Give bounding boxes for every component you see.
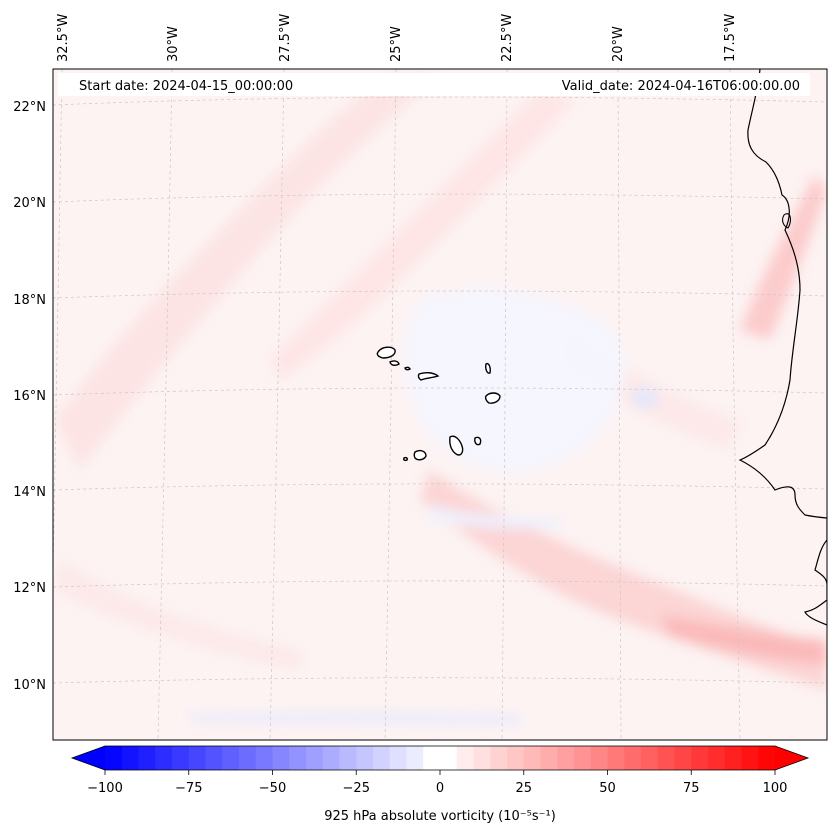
colorbar-tick-label: −100 bbox=[87, 781, 123, 796]
colorbar-cell bbox=[155, 746, 173, 770]
colorbar-cell bbox=[507, 746, 525, 770]
colorbar-cell bbox=[138, 746, 156, 770]
latitude-labels: 22°N 20°N 18°N 16°N 14°N 12°N 10°N bbox=[13, 100, 46, 693]
island-santiago bbox=[449, 435, 464, 456]
colorbar-tick-label: −75 bbox=[175, 781, 202, 796]
map-panel bbox=[53, 69, 827, 740]
colorbar-cell bbox=[590, 746, 609, 770]
colorbar-tick-label: 25 bbox=[515, 781, 532, 796]
colorbar: −100 −75 −50 −25 0 25 50 75 100 925 hPa absolute… bbox=[70, 745, 810, 824]
colorbar-cell bbox=[205, 746, 223, 770]
graticule bbox=[53, 69, 827, 740]
colorbar-cell bbox=[289, 746, 307, 770]
colorbar-cell bbox=[373, 746, 391, 770]
lon-label: 32.5°W bbox=[56, 14, 71, 62]
colorbar-cell bbox=[557, 746, 575, 770]
lon-label: 30°W bbox=[166, 26, 181, 62]
colorbar-cell bbox=[691, 746, 709, 770]
colorbar-tick-label: −50 bbox=[259, 781, 286, 796]
valid-date-label: Valid_date: 2024-04-16T06:00:00.00 bbox=[562, 79, 800, 94]
colorbar-cell bbox=[406, 746, 424, 770]
lat-label: 12°N bbox=[13, 581, 46, 596]
colorbar-tick-label: 50 bbox=[599, 781, 616, 796]
colorbar-max-extend-arrow bbox=[775, 746, 808, 770]
colorbar-cell bbox=[724, 746, 743, 770]
colorbar-ticks: −100 −75 −50 −25 0 25 50 75 100 bbox=[87, 770, 787, 796]
colorbar-cell bbox=[356, 746, 374, 770]
colorbar-tick-label: 0 bbox=[436, 781, 444, 796]
colorbar-tick-label: 75 bbox=[683, 781, 700, 796]
island-boa-vista bbox=[484, 392, 501, 404]
vorticity-field bbox=[55, 75, 827, 724]
colorbar-cell bbox=[239, 746, 257, 770]
island-maio bbox=[474, 436, 482, 446]
colorbar-cell bbox=[473, 746, 491, 770]
colorbar-cell bbox=[188, 746, 207, 770]
colorbar-cell bbox=[255, 746, 274, 770]
lat-label: 16°N bbox=[13, 389, 46, 404]
longitude-labels: 32.5°W 30°W 27.5°W 25°W 22.5°W 20°W 17.5… bbox=[56, 14, 738, 62]
colorbar-label: 925 hPa absolute vorticity (10⁻⁵s⁻¹) bbox=[324, 809, 556, 824]
lat-label: 20°N bbox=[13, 196, 46, 211]
colorbar-cell bbox=[389, 746, 408, 770]
lat-label: 14°N bbox=[13, 485, 46, 500]
colorbar-cells bbox=[105, 746, 776, 770]
colorbar-cell bbox=[624, 746, 642, 770]
map-frame bbox=[52, 68, 828, 741]
start-date-label: Start date: 2024-04-15_00:00:00 bbox=[79, 79, 293, 94]
colorbar-cell bbox=[674, 746, 692, 770]
colorbar-cell bbox=[708, 746, 726, 770]
lon-label: 25°W bbox=[389, 26, 404, 62]
colorbar-cell bbox=[523, 746, 542, 770]
lon-label: 22.5°W bbox=[500, 14, 515, 62]
island-brava bbox=[403, 456, 408, 462]
colorbar-cell bbox=[574, 746, 592, 770]
lon-label: 27.5°W bbox=[278, 14, 293, 62]
colorbar-cell bbox=[456, 746, 475, 770]
colorbar-cell bbox=[641, 746, 659, 770]
colorbar-cell bbox=[540, 746, 558, 770]
colorbar-tick-label: 100 bbox=[763, 781, 788, 796]
lat-label: 10°N bbox=[13, 678, 46, 693]
colorbar-cell bbox=[222, 746, 240, 770]
lon-label: 20°W bbox=[611, 26, 626, 62]
colorbar-cell bbox=[490, 746, 508, 770]
colorbar-cell bbox=[440, 746, 458, 770]
island-sal bbox=[485, 362, 491, 374]
colorbar-cell bbox=[607, 746, 625, 770]
lon-label: 17.5°W bbox=[723, 14, 738, 62]
colorbar-cell bbox=[172, 746, 190, 770]
colorbar-cell bbox=[657, 746, 676, 770]
island-santa-luzia bbox=[404, 366, 411, 371]
cape-verde-islands bbox=[376, 346, 501, 462]
africa-coastline bbox=[738, 69, 827, 626]
colorbar-cell bbox=[306, 746, 324, 770]
island-fogo bbox=[413, 449, 427, 461]
lat-label: 18°N bbox=[13, 293, 46, 308]
colorbar-cell bbox=[741, 746, 759, 770]
island-sao-vicente bbox=[389, 360, 400, 367]
lat-label: 22°N bbox=[13, 100, 46, 115]
colorbar-min-extend-arrow bbox=[72, 746, 105, 770]
colorbar-cell bbox=[272, 746, 290, 770]
colorbar-cell bbox=[423, 746, 441, 770]
header-box bbox=[58, 73, 810, 96]
colorbar-cell bbox=[322, 746, 341, 770]
colorbar-cell bbox=[105, 746, 123, 770]
island-sao-nicolau bbox=[417, 371, 440, 381]
colorbar-cell bbox=[339, 746, 357, 770]
colorbar-tick-label: −25 bbox=[343, 781, 370, 796]
island-santo-antao bbox=[376, 346, 396, 359]
colorbar-cell bbox=[758, 746, 776, 770]
colorbar-cell bbox=[121, 746, 140, 770]
